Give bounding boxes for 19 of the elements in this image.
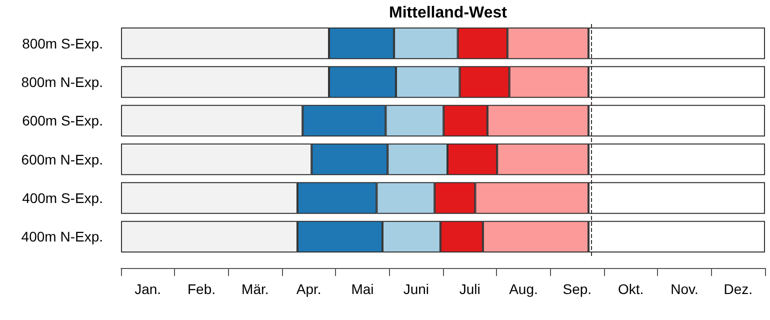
y-tick-label: 400m S-Exp. — [22, 190, 103, 206]
text: Apr. — [296, 281, 322, 297]
text: Mai — [351, 281, 374, 297]
text: Juni — [403, 281, 430, 297]
text: Juli — [459, 281, 480, 297]
y-tick-label: 800m S-Exp. — [22, 35, 103, 52]
y-tick-label: 600m N-Exp. — [21, 151, 103, 168]
y-tick-label: 800m N-Exp. — [21, 74, 103, 90]
text: Aug. — [509, 281, 538, 297]
text: Mär. — [242, 281, 269, 297]
chart-title: Mittelland-West — [389, 4, 508, 22]
text: Sep. — [562, 281, 592, 297]
text: Dez. — [724, 281, 753, 297]
text: Okt. — [618, 281, 644, 297]
y-tick-label: 400m N-Exp. — [21, 228, 103, 245]
y-tick-label: 600m S-Exp. — [22, 112, 103, 129]
text: Jan. — [134, 281, 162, 297]
text: Nov. — [670, 281, 698, 297]
text: Feb. — [187, 281, 216, 297]
